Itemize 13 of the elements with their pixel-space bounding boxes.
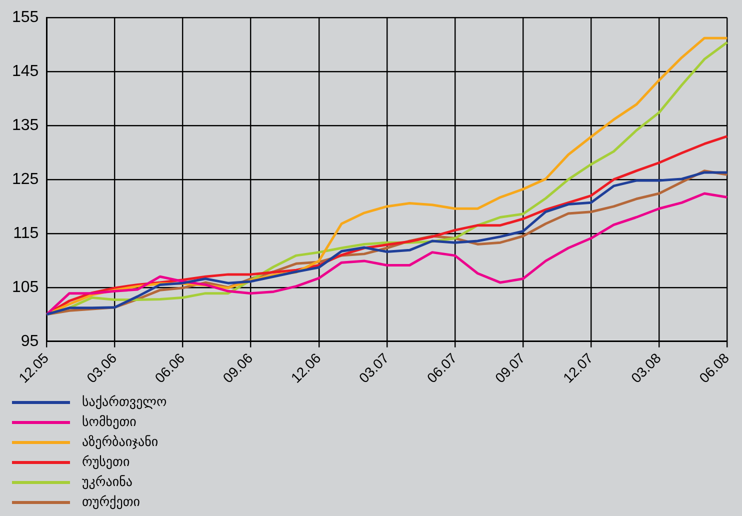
y-tick-label: 105 [12,278,39,296]
y-tick-label: 125 [12,170,39,188]
y-tick-label: 135 [12,116,39,134]
y-tick-label: 115 [13,224,39,242]
y-tick-label: 95 [20,332,39,350]
legend-label: საქართველო [82,395,167,410]
y-tick-label: 155 [12,9,39,26]
legend-label: აზერბაიჯანი [82,435,158,450]
y-tick-label: 145 [12,62,39,80]
legend-label: რუსეთი [82,455,130,470]
legend-label: უკრაინა [82,475,132,490]
legend-label: თურქეთი [82,495,140,510]
legend-label: სომხეთი [82,415,136,430]
